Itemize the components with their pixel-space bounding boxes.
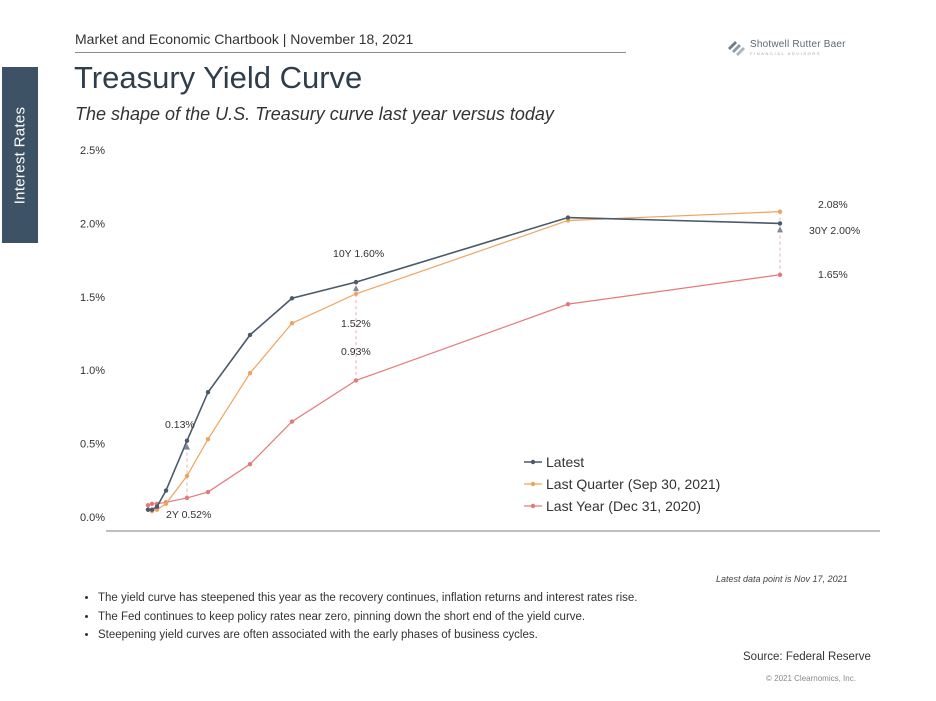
- data-point-latest: [565, 215, 571, 220]
- source-note: Source: Federal Reserve: [743, 651, 871, 663]
- data-point-last_year: [145, 503, 151, 508]
- data-point-latest: [154, 504, 160, 509]
- bullet-item: The yield curve has steepened this year …: [98, 592, 658, 606]
- logo-mark-icon: [728, 41, 745, 56]
- data-point-last_quarter: [205, 436, 211, 442]
- page-subtitle: The shape of the U.S. Treasury curve las…: [75, 104, 554, 124]
- header-divider: [75, 52, 626, 53]
- copyright: © 2021 Clearnomics, Inc.: [766, 674, 856, 683]
- data-point-last_quarter: [163, 501, 169, 506]
- page-title: Treasury Yield Curve: [74, 60, 363, 95]
- yield-curve-chart: 0.0% 0.5% 1.0% 1.5% 2.0% 2.5% 0.13% 2Y 0.52% 10Y…: [80, 145, 880, 532]
- y-tick-label: 0.0%: [80, 512, 105, 524]
- annotation-label: 1.65%: [818, 269, 848, 281]
- logo-name: Shotwell Rutter Baer: [750, 39, 846, 50]
- section-tab: Interest Rates: [2, 67, 38, 243]
- marker-triangle: [184, 443, 190, 450]
- marker-triangle: [777, 226, 783, 233]
- data-point-latest: [289, 296, 295, 301]
- annotation-label: 30Y 2.00%: [809, 225, 860, 237]
- annotation-label: 1.52%: [341, 318, 371, 330]
- data-point-latest: [205, 390, 211, 395]
- data-point-last_quarter: [353, 291, 359, 297]
- annotation-label: 2Y 0.52%: [166, 509, 211, 521]
- legend-swatch-dot: [530, 459, 536, 465]
- data-point-last_year: [565, 301, 571, 307]
- marker-triangle: [353, 285, 359, 292]
- annotation-label: 0.93%: [341, 346, 371, 358]
- legend-label: Last Quarter (Sep 30, 2021): [546, 476, 720, 492]
- data-point-last_quarter: [289, 321, 295, 326]
- y-tick-label: 2.5%: [80, 145, 105, 157]
- data-point-latest: [247, 332, 253, 338]
- data-point-last_year: [205, 489, 211, 495]
- data-point-last_year: [777, 272, 783, 277]
- annotation-label: 10Y 1.60%: [333, 248, 384, 260]
- legend-label: Last Year (Dec 31, 2020): [546, 498, 701, 514]
- data-point-latest: [145, 507, 151, 512]
- data-point-latest: [777, 221, 783, 226]
- data-point-latest: [184, 438, 190, 443]
- bullet-item: Steepening yield curves are often associ…: [98, 629, 658, 643]
- bullet-list: The yield curve has steepened this year …: [86, 592, 658, 648]
- series-line-latest: [148, 216, 781, 511]
- y-tick-label: 0.5%: [80, 439, 105, 451]
- data-date-note: Latest data point is Nov 17, 2021: [716, 574, 848, 584]
- series-line-last_quarter: [147, 211, 781, 512]
- data-point-latest: [149, 507, 155, 512]
- y-tick-label: 1.5%: [80, 292, 105, 304]
- annotation-label: 0.13%: [165, 419, 195, 431]
- company-logo: Shotwell Rutter Baer FINANCIAL ADVISORS: [726, 37, 846, 59]
- bullet-item: The Fed continues to keep policy rates n…: [98, 611, 658, 625]
- y-tick-label: 2.0%: [80, 218, 105, 230]
- data-point-last_year: [247, 461, 253, 467]
- series-line-last_year: [147, 274, 781, 506]
- logo-tagline: FINANCIAL ADVISORS: [750, 51, 822, 56]
- annotation-label: 2.08%: [818, 199, 848, 211]
- legend-label: Latest: [546, 454, 584, 470]
- data-point-latest: [163, 488, 169, 493]
- data-point-latest: [353, 279, 359, 285]
- data-point-last_quarter: [777, 209, 783, 214]
- data-point-last_year: [184, 495, 190, 501]
- data-point-last_quarter: [184, 473, 190, 479]
- legend-swatch-dot: [530, 503, 536, 509]
- data-point-last_year: [149, 501, 155, 506]
- data-point-last_quarter: [247, 370, 253, 376]
- data-point-last_year: [353, 378, 359, 383]
- data-point-last_year: [289, 419, 295, 424]
- report-header: Market and Economic Chartbook | November…: [75, 31, 414, 47]
- legend-swatch-dot: [530, 481, 536, 487]
- y-tick-label: 1.0%: [80, 365, 105, 377]
